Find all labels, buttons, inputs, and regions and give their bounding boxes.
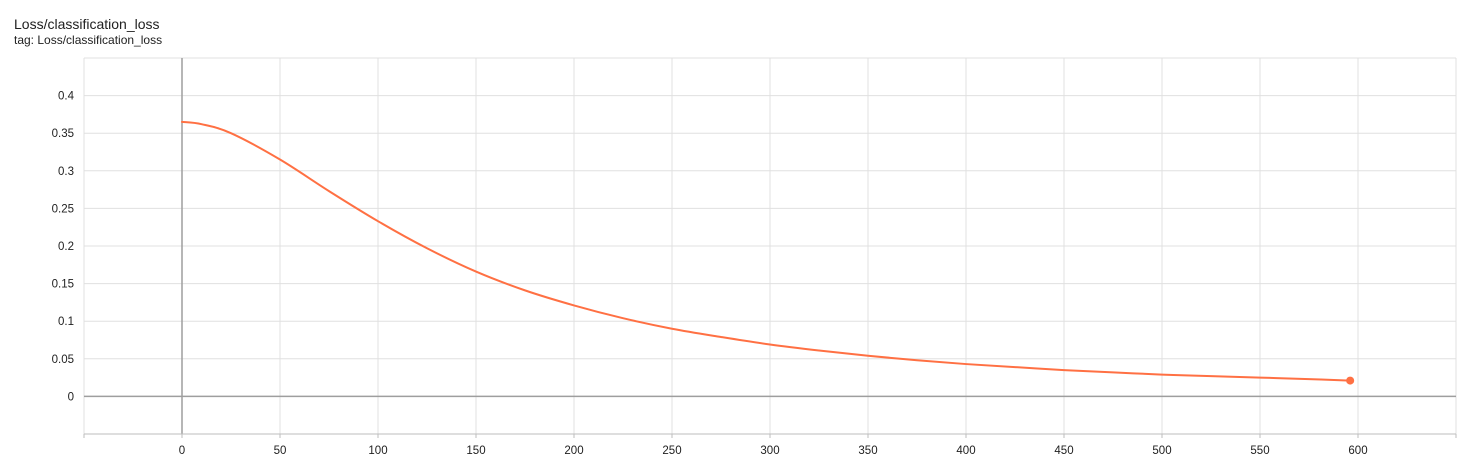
x-tick-label: 100 xyxy=(368,445,387,457)
y-tick-label: 0.4 xyxy=(58,91,75,103)
y-tick-label: 0.35 xyxy=(52,128,74,140)
series-end-point[interactable] xyxy=(1346,376,1355,385)
x-tick-label: 350 xyxy=(858,445,877,457)
x-tick-label: 300 xyxy=(760,445,779,457)
x-tick-label: 600 xyxy=(1348,445,1367,457)
x-tick-label: 450 xyxy=(1054,445,1073,457)
y-tick-label: 0.25 xyxy=(52,203,74,215)
series-layer xyxy=(181,120,1355,385)
chart-header: Loss/classification_loss tag: Loss/class… xyxy=(14,16,162,47)
x-tick-label: 0 xyxy=(179,445,185,457)
x-tick-label: 500 xyxy=(1152,445,1171,457)
x-tick-label: 400 xyxy=(956,445,975,457)
axis-layer xyxy=(83,58,1457,438)
y-tick-label: 0.1 xyxy=(58,316,74,328)
x-tick-label: 200 xyxy=(564,445,583,457)
x-tick-label: 150 xyxy=(466,445,485,457)
chart-title: Loss/classification_loss xyxy=(14,16,160,32)
series-line[interactable] xyxy=(181,120,1352,382)
y-tick-label: 0.15 xyxy=(52,279,74,291)
x-tick-label: 250 xyxy=(662,445,681,457)
y-tick-label: 0 xyxy=(68,391,74,403)
y-tick-label: 0.2 xyxy=(58,241,74,253)
x-tick-label: 550 xyxy=(1250,445,1269,457)
chart-tag: tag: Loss/classification_loss xyxy=(14,33,163,47)
y-tick-label: 0.05 xyxy=(52,354,74,366)
y-tick-label: 0.3 xyxy=(58,166,74,178)
tick-label-layer: 0 50 100 150 200 250 300 350 400 450 500 550 600 0 0.0… xyxy=(52,91,1368,457)
x-tick-label: 50 xyxy=(274,445,287,457)
